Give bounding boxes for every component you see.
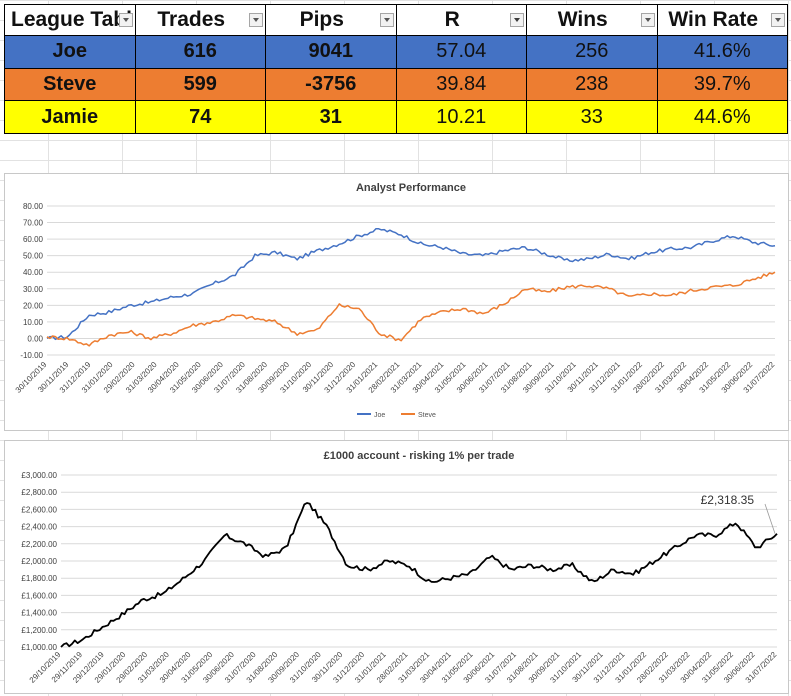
cell-win-rate[interactable]: 39.7% [656,67,788,102]
analyst-performance-plot: Analyst Performance -10.00 0.00 10.00 20.00 3… [14,182,777,419]
y-tick-label: £2,000.00 [21,557,57,566]
y-tick-label: £1,200.00 [21,626,57,635]
filter-dropdown-icon[interactable] [118,13,133,27]
col-header-r[interactable]: R [395,4,527,36]
legend-label-steve: Steve [418,412,436,419]
y-tick-label: £2,400.00 [21,523,57,532]
cell-r[interactable]: 57.04 [395,35,527,69]
y-tick-label: -10.00 [20,351,43,360]
cell-name[interactable]: Joe [4,35,136,69]
y-tick-label: £1,800.00 [21,574,57,583]
cell-name[interactable]: Jamie [4,100,136,134]
cell-pips[interactable]: 9041 [265,35,397,69]
table-row: Joe 616 9041 57.04 256 41.6% [4,35,788,69]
y-tick-label: 50.00 [23,252,44,261]
league-header-row: League Tabl Trades Pips R Wins Win Rate [4,4,788,36]
y-tick-label: £1,000.00 [21,643,57,652]
col-header-league[interactable]: League Tabl [4,4,136,36]
filter-dropdown-icon[interactable] [771,13,785,27]
col-header-wins[interactable]: Wins [526,4,658,36]
filter-dropdown-icon[interactable] [379,13,394,27]
cell-wins[interactable]: 238 [526,67,658,102]
y-tick-label: 80.00 [23,202,44,211]
league-table: League Tabl Trades Pips R Wins Win Rate … [4,4,788,134]
account-balance-chart[interactable]: £1000 account - risking 1% per trade £1,0… [4,440,789,694]
annotation-label: £2,318.35 [701,493,755,507]
y-tick-label: £1,400.00 [21,609,57,618]
y-tick-label: 20.00 [23,301,44,310]
series-line-balance [60,502,778,648]
series-line-steve [46,271,776,347]
cell-win-rate[interactable]: 41.6% [656,35,788,69]
chart-title: £1000 account - risking 1% per trade [324,450,515,462]
chart-title: Analyst Performance [356,182,466,194]
y-tick-label: 30.00 [23,285,44,294]
series-line-joe [46,228,776,341]
y-tick-label: 0.00 [27,334,43,343]
cell-wins[interactable]: 33 [526,100,658,134]
cell-r[interactable]: 39.84 [395,67,527,102]
y-tick-label: 70.00 [23,219,44,228]
sort-descending-icon[interactable] [510,13,524,27]
cell-pips[interactable]: -3756 [265,67,397,102]
cell-trades[interactable]: 616 [134,35,266,69]
table-row: Steve 599 -3756 39.84 238 39.7% [4,67,788,102]
y-tick-label: £3,000.00 [21,471,57,480]
y-tick-label: 40.00 [23,268,44,277]
filter-dropdown-icon[interactable] [640,13,655,27]
y-tick-label: £2,600.00 [21,505,57,514]
cell-trades[interactable]: 599 [134,67,266,102]
cell-wins[interactable]: 256 [526,35,658,69]
filter-dropdown-icon[interactable] [249,13,263,27]
analyst-performance-chart[interactable]: Analyst Performance -10.00 0.00 10.00 20.00 3… [4,173,789,431]
account-balance-plot: £1000 account - risking 1% per trade £1,0… [21,450,778,685]
cell-name[interactable]: Steve [4,67,136,102]
col-header-pips[interactable]: Pips [265,4,397,36]
cell-pips[interactable]: 31 [265,100,397,134]
y-tick-label: 60.00 [23,235,44,244]
legend-label-joe: Joe [374,412,385,419]
table-row: Jamie 74 31 10.21 33 44.6% [4,100,788,134]
cell-r[interactable]: 10.21 [395,100,527,134]
col-header-win-rate[interactable]: Win Rate [656,4,788,36]
y-tick-label: £1,600.00 [21,591,57,600]
cell-trades[interactable]: 74 [134,100,266,134]
cell-win-rate[interactable]: 44.6% [656,100,788,134]
col-header-trades[interactable]: Trades [134,4,266,36]
y-tick-label: £2,800.00 [21,488,57,497]
y-tick-label: £2,200.00 [21,540,57,549]
annotation-leader [764,503,776,534]
y-tick-label: 10.00 [23,318,44,327]
